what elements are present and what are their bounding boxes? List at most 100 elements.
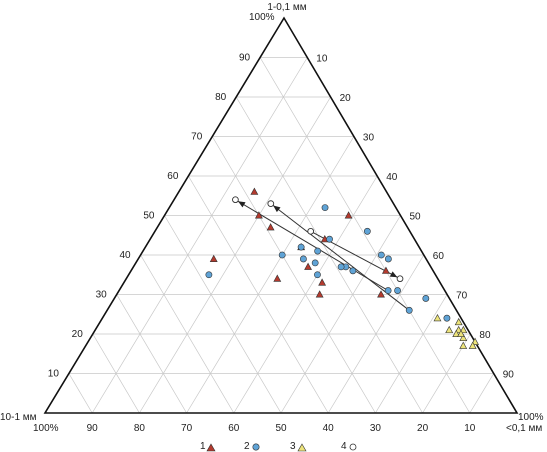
point-series-2-9 — [349, 267, 357, 275]
tick-left-50: 50 — [143, 211, 155, 222]
arrow-head-2 — [273, 205, 281, 213]
point-series-2-6 — [278, 251, 286, 259]
point-series-1-9 — [315, 290, 324, 298]
grid-line-right-50 — [280, 215, 401, 414]
arrow-head-3 — [389, 271, 398, 278]
point-series-2-19 — [384, 287, 392, 294]
tick-right-10: 10 — [316, 54, 328, 65]
tick-left-30: 30 — [96, 290, 108, 301]
tick-left-60: 60 — [167, 171, 179, 182]
point-series-2-13 — [337, 263, 345, 271]
legend-marker-2 — [252, 443, 260, 451]
point-series-3-1 — [433, 313, 442, 322]
point-series-1-12 — [318, 278, 327, 286]
tick-bottom-70: 70 — [181, 423, 193, 434]
triangle-outline — [43, 16, 519, 414]
point-series-2-11 — [311, 259, 319, 267]
point-series-2-16 — [422, 295, 430, 302]
point-series-2-14 — [377, 251, 385, 259]
grid-line-left-10 — [259, 57, 471, 414]
point-series-1-13 — [381, 266, 390, 274]
point-series-3-4 — [452, 329, 461, 338]
point-series-4-1 — [232, 196, 239, 204]
legend: 1 2 3 4 — [200, 441, 357, 452]
tick-right-30: 30 — [363, 133, 375, 144]
tick-right-20: 20 — [340, 93, 352, 104]
point-series-2-5 — [300, 255, 307, 263]
data-points — [205, 187, 479, 349]
tick-bottom-60: 60 — [228, 423, 240, 434]
vertex-percent-top: 100% — [249, 12, 275, 23]
tick-left-20: 20 — [72, 329, 84, 340]
tick-right-70: 70 — [456, 291, 468, 302]
tick-left-10: 10 — [48, 369, 60, 380]
grid-line-right-60 — [327, 254, 425, 414]
tick-right-90: 90 — [503, 370, 515, 381]
point-series-2-1 — [321, 204, 329, 211]
point-series-3-11 — [454, 317, 463, 326]
point-series-4-2 — [267, 200, 275, 208]
point-series-2-2 — [314, 247, 322, 255]
point-series-2-7 — [314, 271, 321, 279]
tick-bottom-90: 90 — [87, 423, 99, 434]
grid-line-left-70 — [116, 294, 187, 414]
point-series-2-17 — [443, 314, 451, 322]
legend-marker-4 — [349, 443, 357, 451]
tick-right-60: 60 — [433, 251, 445, 262]
point-series-1-5 — [273, 274, 282, 282]
grid-line-left-50 — [164, 215, 282, 414]
grid-line-left-60 — [140, 254, 235, 414]
point-series-2-10 — [384, 255, 392, 263]
tick-bottom-80: 80 — [134, 423, 146, 434]
legend-marker-3 — [297, 443, 307, 452]
legend-label-1: 1 — [200, 441, 206, 452]
arrow-head-1 — [237, 201, 246, 208]
grid-line-left-90 — [68, 373, 93, 414]
point-series-3-9 — [445, 325, 454, 334]
point-series-1-11 — [377, 290, 385, 298]
point-series-1-2 — [254, 211, 263, 219]
point-series-4-4 — [396, 275, 404, 283]
grid-line-left-30 — [211, 136, 376, 414]
legend-label-4: 4 — [341, 441, 347, 452]
point-series-2-20 — [405, 306, 413, 314]
tick-left-90: 90 — [239, 53, 251, 64]
legend-label-3: 3 — [290, 441, 296, 452]
vertex-percent-bottom-right: 100% — [518, 412, 544, 423]
point-series-3-7 — [468, 341, 477, 349]
grid-line-right-10 — [91, 57, 308, 414]
tick-right-80: 80 — [479, 330, 491, 341]
point-series-2-8 — [297, 243, 305, 251]
tick-bottom-20: 20 — [417, 423, 429, 434]
point-series-4-3 — [307, 227, 315, 235]
grid-line-right-70 — [375, 294, 448, 414]
point-series-3-10 — [457, 329, 465, 338]
tick-bottom-50: 50 — [275, 423, 287, 434]
legend-marker-1 — [206, 443, 216, 452]
point-series-2-3 — [326, 235, 333, 243]
tick-right-40: 40 — [386, 172, 398, 183]
grid-line-left-80 — [92, 333, 140, 414]
point-series-2-15 — [394, 287, 401, 294]
vertex-percent-bottom-left: 100% — [33, 423, 59, 434]
point-series-1-3 — [266, 223, 275, 231]
triangle-frame — [43, 16, 519, 414]
tick-left-80: 80 — [215, 92, 227, 103]
grid-line-right-90 — [469, 373, 494, 414]
legend-label-2: 2 — [244, 441, 250, 452]
point-series-2-4 — [363, 227, 371, 235]
point-series-1-4 — [344, 211, 353, 219]
tick-bottom-40: 40 — [323, 423, 335, 434]
tick-right-50: 50 — [410, 212, 422, 223]
tick-bottom-10: 10 — [464, 423, 476, 434]
point-series-1-1 — [250, 187, 259, 195]
grid-line-right-30 — [186, 136, 355, 414]
tick-left-70: 70 — [191, 132, 203, 143]
vertex-label-bottom-right: <0,1 мм — [506, 423, 542, 434]
point-series-1-8 — [304, 262, 312, 270]
vertex-label-bottom-left: 10-1 мм — [0, 412, 37, 423]
point-series-1-10 — [209, 254, 218, 262]
point-series-2-18 — [205, 271, 213, 279]
arrow-line-1 — [235, 199, 389, 291]
